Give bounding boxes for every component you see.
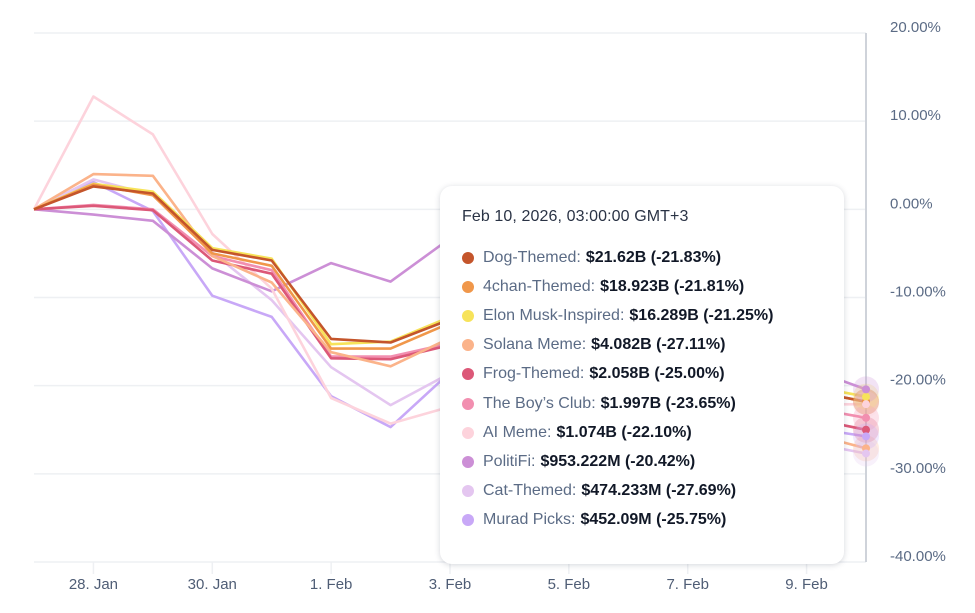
legend-dot-icon — [462, 280, 474, 293]
legend-dot-icon — [462, 339, 474, 352]
y-tick-label: -30.00% — [890, 460, 946, 477]
tooltip-row: Solana Meme: $4.082B (-27.11%) — [462, 331, 844, 360]
tooltip-series-value: $18.923B (-21.81%) — [600, 277, 745, 295]
x-tick-label: 5. Feb — [548, 576, 591, 593]
tooltip: Feb 10, 2026, 03:00:00 GMT+3 Dog-Themed:… — [440, 186, 844, 564]
tooltip-series-value: $474.233M (-27.69%) — [581, 482, 737, 500]
y-tick-label: 0.00% — [890, 195, 933, 212]
tooltip-rows: Dog-Themed: $21.62B (-21.83%) 4chan-Themed… — [462, 243, 844, 535]
series-line[interactable] — [32, 95, 867, 425]
y-tick-label: -10.00% — [890, 284, 946, 301]
tooltip-series-value: $452.09M (-25.75%) — [580, 511, 727, 529]
hover-markers — [853, 376, 879, 467]
tooltip-series-name: Dog-Themed: — [483, 248, 581, 266]
x-tick-label: 7. Feb — [666, 576, 709, 593]
series-lines[interactable] — [32, 95, 867, 455]
y-axis: 20.00% 10.00% 0.00% -10.00% -20.00% -30.00% -4… — [890, 19, 946, 565]
tooltip-series-value: $1.997B (-23.65%) — [600, 394, 736, 412]
tooltip-series-name: The Boy’s Club: — [483, 394, 596, 412]
tooltip-series-value: $2.058B (-25.00%) — [589, 365, 725, 383]
x-axis: 28. Jan 30. Jan 1. Feb 3. Feb 5. Feb 7. Feb 9.… — [69, 562, 828, 593]
tooltip-row: Elon Musk-Inspired: $16.289B (-21.25%) — [462, 301, 844, 330]
legend-dot-icon — [462, 455, 474, 468]
series-line[interactable] — [33, 172, 867, 450]
tooltip-series-name: Elon Musk-Inspired: — [483, 306, 625, 324]
tooltip-series-value: $4.082B (-27.11%) — [591, 336, 726, 354]
tooltip-series-value: $953.222M (-20.42%) — [540, 452, 696, 470]
y-tick-label: 10.00% — [890, 107, 941, 124]
data-point-marker — [862, 392, 870, 401]
tooltip-series-name: Frog-Themed: — [483, 365, 585, 383]
data-point-marker — [862, 449, 870, 458]
x-tick-label: 3. Feb — [429, 576, 472, 593]
tooltip-series-value: $21.62B (-21.83%) — [585, 248, 722, 266]
tooltip-row: Cat-Themed: $474.233M (-27.69%) — [462, 477, 844, 506]
tooltip-row: PolitiFi: $953.222M (-20.42%) — [462, 447, 844, 476]
series-line[interactable] — [33, 204, 867, 432]
tooltip-row: Frog-Themed: $2.058B (-25.00%) — [462, 360, 844, 389]
y-tick-label: -20.00% — [890, 372, 946, 389]
legend-dot-icon — [462, 514, 474, 527]
legend-dot-icon — [462, 368, 474, 381]
legend-dot-icon — [462, 485, 474, 498]
x-tick-label: 28. Jan — [69, 576, 118, 593]
tooltip-title: Feb 10, 2026, 03:00:00 GMT+3 — [462, 208, 689, 225]
tooltip-series-name: Solana Meme: — [483, 336, 587, 354]
tooltip-row: Murad Picks: $452.09M (-25.75%) — [462, 506, 844, 535]
tooltip-series-name: Cat-Themed: — [483, 482, 577, 500]
legend-dot-icon — [462, 251, 474, 264]
tooltip-row: AI Meme: $1.074B (-22.10%) — [462, 418, 844, 447]
legend-dot-icon — [462, 309, 474, 322]
tooltip-row: Dog-Themed: $21.62B (-21.83%) — [462, 243, 844, 272]
data-point-marker — [862, 425, 870, 434]
series-line[interactable] — [33, 178, 867, 455]
tooltip-series-name: AI Meme: — [483, 423, 552, 441]
tooltip-series-name: 4chan-Themed: — [483, 277, 596, 295]
x-tick-label: 30. Jan — [188, 576, 237, 593]
legend-dot-icon — [462, 426, 474, 439]
tooltip-series-value: $16.289B (-21.25%) — [629, 306, 774, 324]
x-tick-label: 9. Feb — [785, 576, 828, 593]
tooltip-row: 4chan-Themed: $18.923B (-21.81%) — [462, 272, 844, 301]
tooltip-series-name: Murad Picks: — [483, 511, 576, 529]
series-line[interactable] — [33, 185, 867, 404]
x-tick-label: 1. Feb — [310, 576, 353, 593]
data-point-marker — [862, 400, 870, 409]
tooltip-series-name: PolitiFi: — [483, 452, 536, 470]
legend-dot-icon — [462, 397, 474, 410]
series-line[interactable] — [33, 182, 867, 398]
data-point-marker — [862, 413, 870, 422]
series-line[interactable] — [33, 180, 867, 438]
data-point-marker — [862, 432, 870, 441]
y-tick-label: -40.00% — [890, 548, 946, 565]
tooltip-series-value: $1.074B (-22.10%) — [556, 423, 692, 441]
tooltip-row: The Boy’s Club: $1.997B (-23.65%) — [462, 389, 844, 418]
y-tick-label: 20.00% — [890, 19, 941, 36]
data-point-marker — [862, 385, 870, 394]
